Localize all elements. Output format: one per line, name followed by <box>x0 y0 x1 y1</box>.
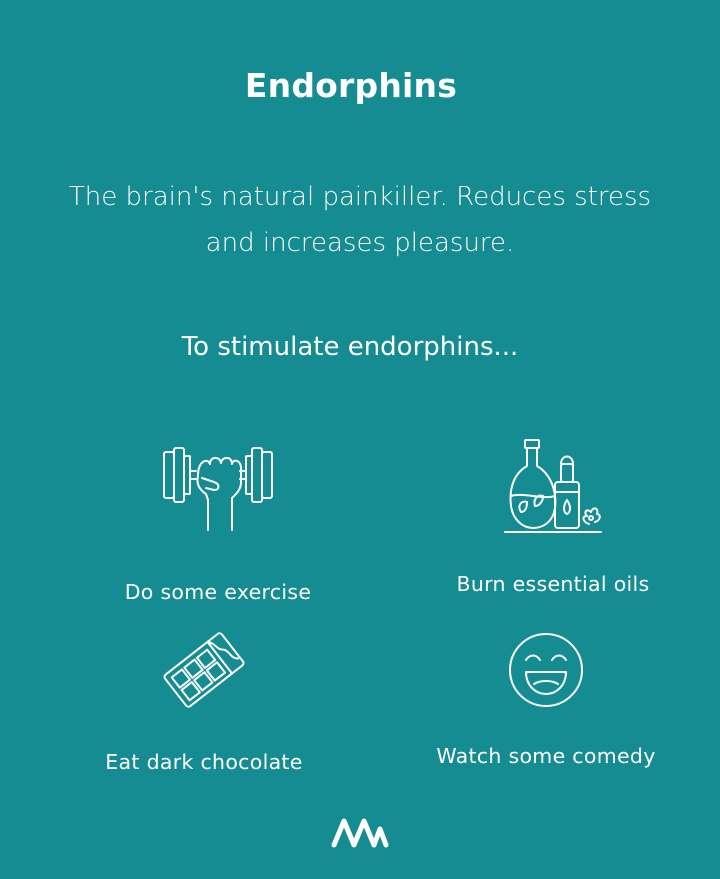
item-exercise: Do some exercise <box>88 438 348 604</box>
description-text: The brain's natural painkiller. Reduces … <box>68 182 652 258</box>
item-label: Watch some comedy <box>436 744 656 768</box>
chocolate-bar-icon <box>163 632 245 708</box>
item-essential-oils: Burn essential oils <box>423 436 683 596</box>
item-label: Burn essential oils <box>456 572 650 596</box>
laughing-face-icon <box>509 633 583 707</box>
item-chocolate: Eat dark chocolate <box>74 628 334 774</box>
item-comedy: Watch some comedy <box>416 630 676 768</box>
essential-oil-bottles-icon <box>504 439 602 533</box>
stimulate-heading: To stimulate endorphins... <box>181 332 519 362</box>
dumbbell-fist-icon <box>163 447 273 531</box>
brand-wave-logo-icon <box>331 818 389 848</box>
page-title: Endorphins <box>244 66 458 105</box>
item-label: Do some exercise <box>124 580 312 604</box>
brand-logo <box>330 815 390 855</box>
item-label: Eat dark chocolate <box>105 750 303 774</box>
